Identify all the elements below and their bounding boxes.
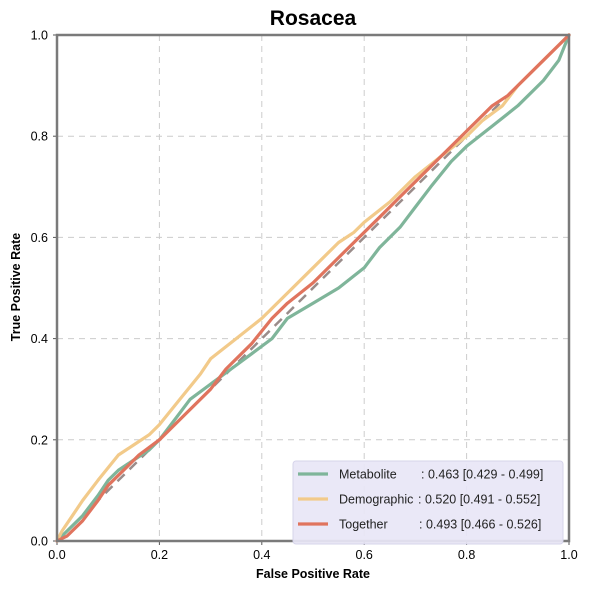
legend-series-score: : 0.463 [0.429 - 0.499]	[421, 468, 543, 482]
x-tick-label: 0.4	[253, 548, 270, 562]
roc-line-together	[55, 33, 571, 543]
x-tick-label: 0.0	[48, 548, 65, 562]
roc-line-metabolite	[55, 33, 571, 543]
legend-box	[292, 460, 564, 545]
legend-series-name: Metabolite	[339, 468, 397, 482]
y-tick-label: 1.0	[31, 29, 48, 43]
x-tick-label: 0.6	[356, 548, 373, 562]
y-axis-label: True Positive Rate	[9, 233, 23, 341]
x-tick-label: 0.8	[458, 548, 475, 562]
legend-series-name: Together	[339, 518, 388, 532]
chart-title: Rosacea	[270, 7, 357, 30]
x-tick-label: 1.0	[560, 548, 577, 562]
axis-ticks: 0.00.0 0.2 0.2 0.4 0.4 0.6 0.6 0.8 0.8 1.0 1.0	[31, 29, 578, 563]
y-tick-label: 0.2	[31, 433, 48, 447]
x-tick-label: 0.2	[151, 548, 168, 562]
roc-line-demographic	[55, 33, 571, 543]
legend: Metabolite : 0.463 [0.429 - 0.499] Demogra…	[292, 460, 564, 545]
y-tick-label: 0.8	[31, 130, 48, 144]
legend-series-score: : 0.520 [0.491 - 0.552]	[418, 493, 540, 507]
legend-series-score: : 0.493 [0.466 - 0.526]	[419, 518, 541, 532]
legend-series-name: Demographic	[339, 493, 413, 507]
y-tick-label: 0.0	[31, 535, 48, 549]
roc-series	[55, 33, 571, 543]
y-tick-label: 0.4	[31, 332, 48, 346]
y-tick-label: 0.6	[31, 231, 48, 245]
x-axis-label: False Positive Rate	[256, 567, 370, 581]
grid-lines	[57, 35, 569, 541]
